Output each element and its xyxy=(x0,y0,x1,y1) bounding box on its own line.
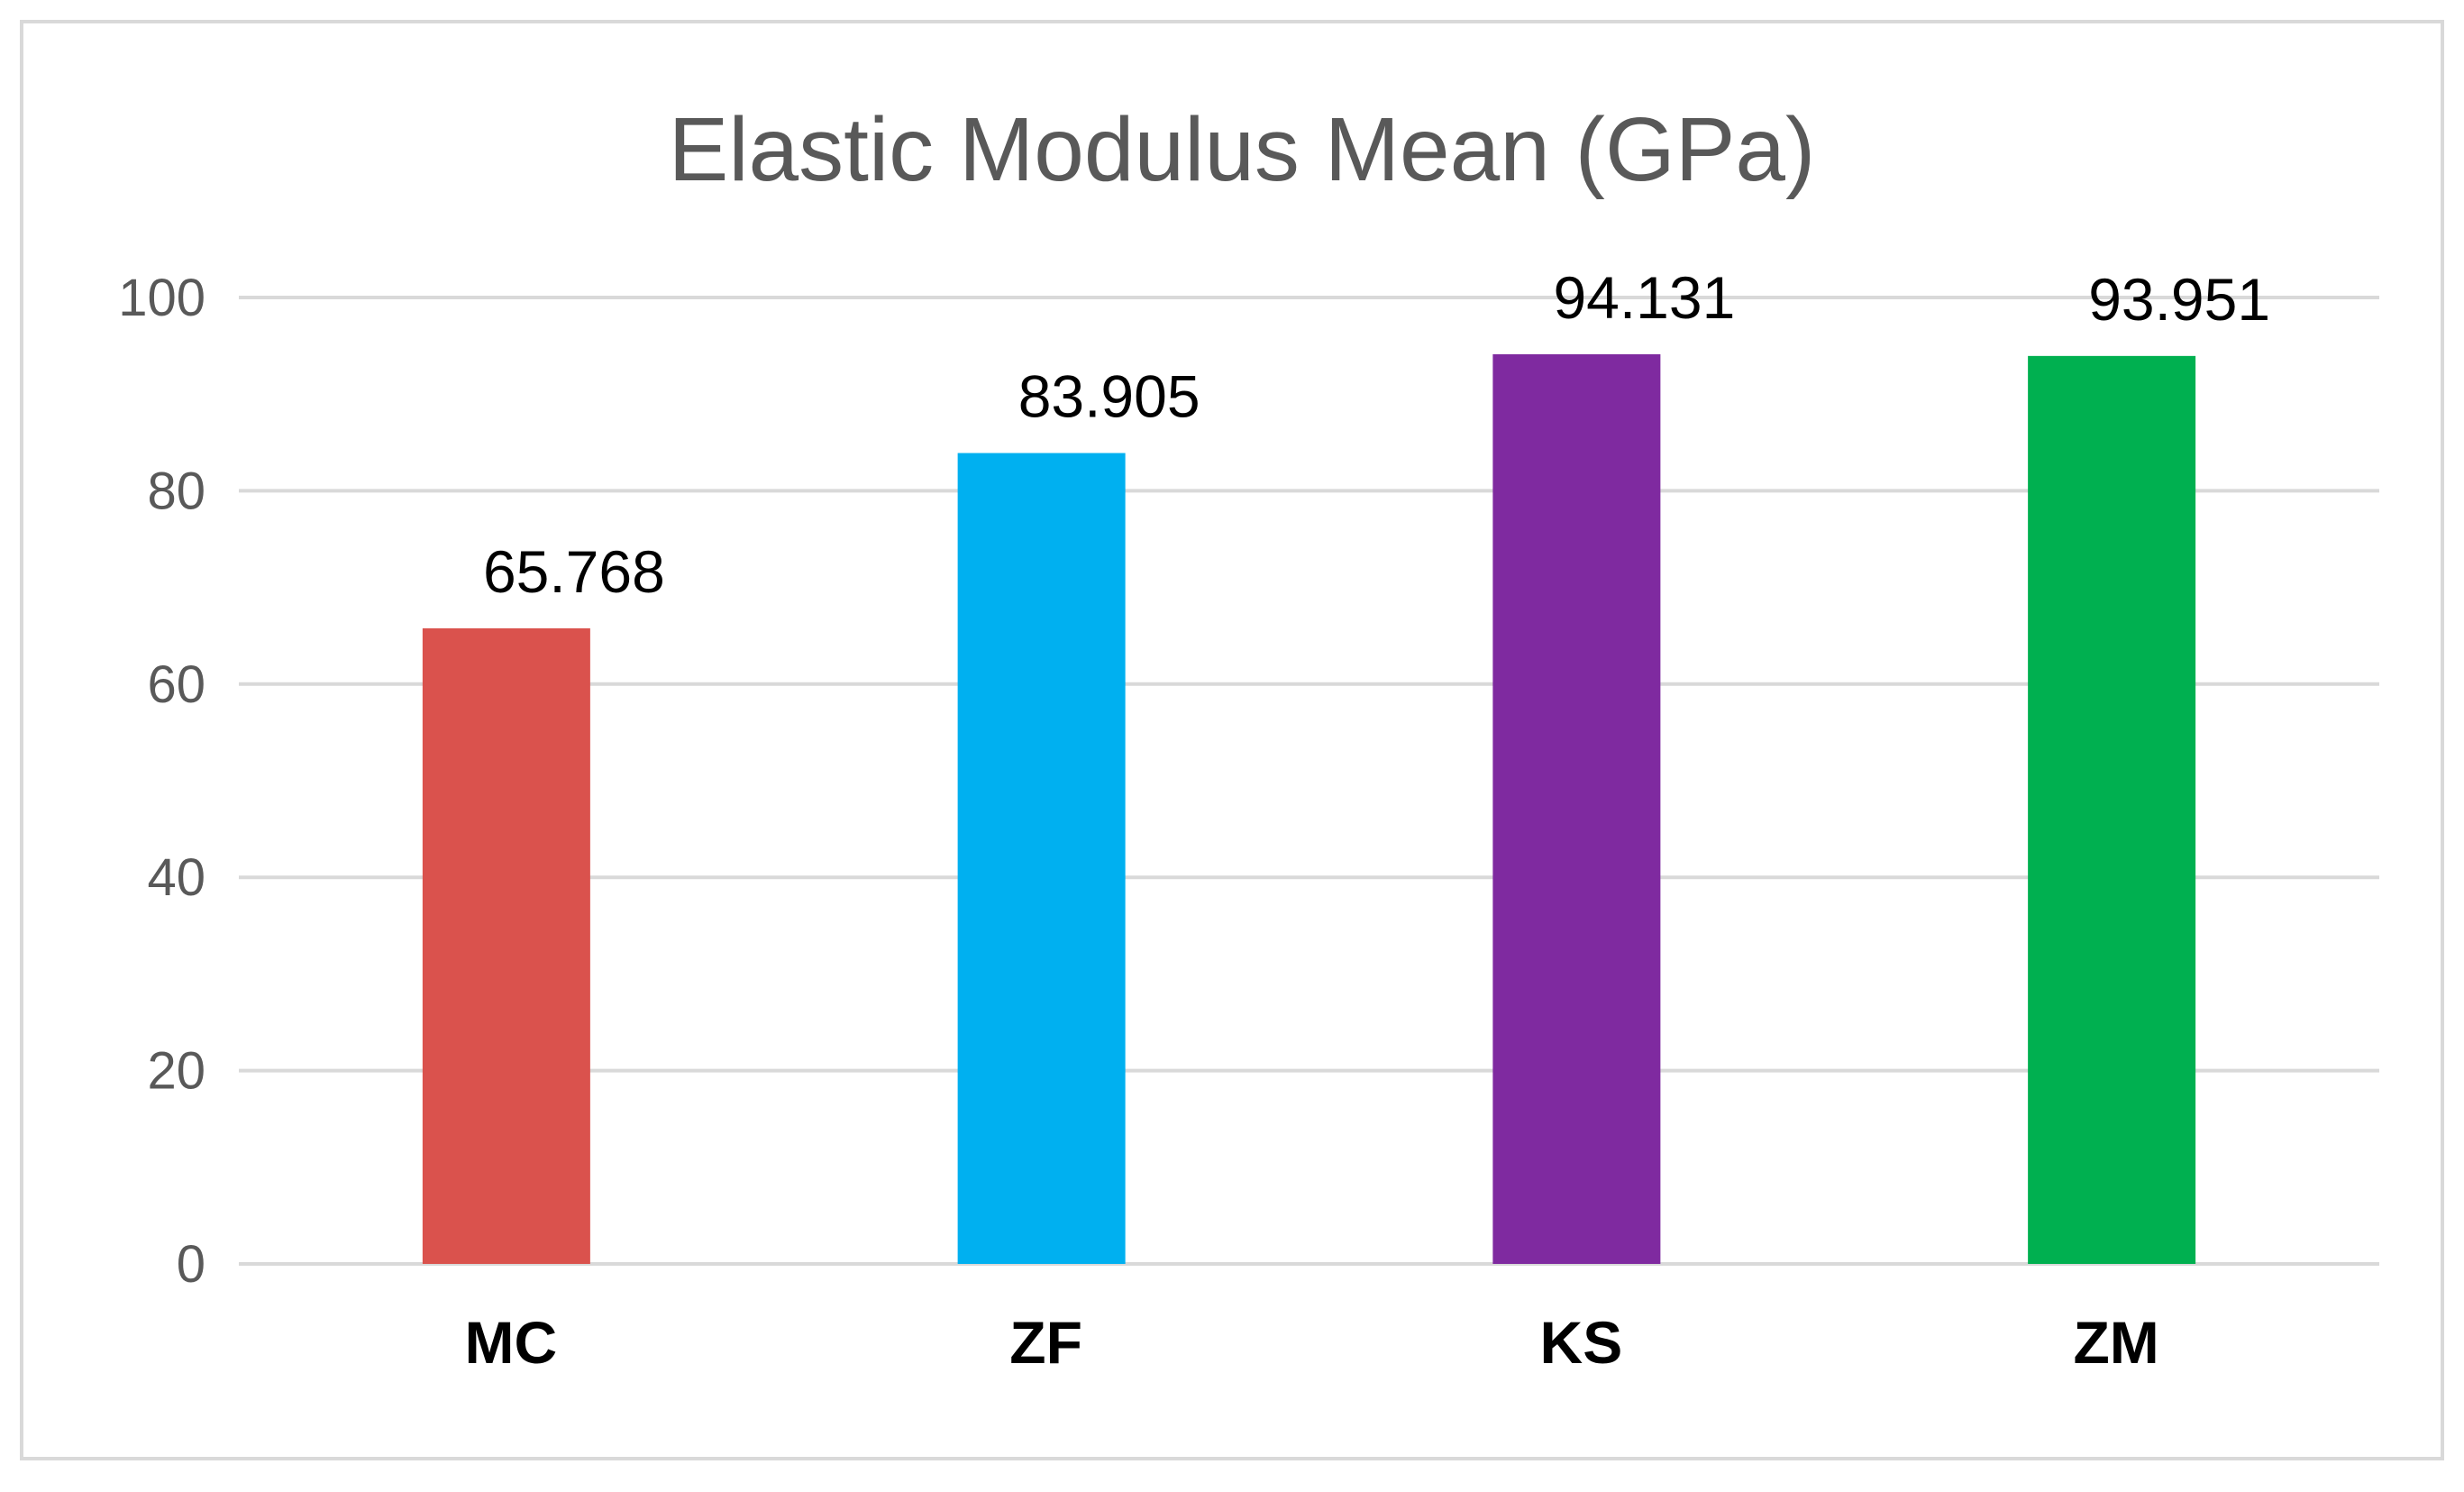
x-axis-ticks: MC ZF KS ZM xyxy=(465,1309,2159,1376)
y-axis-ticks: 0 20 40 60 80 100 xyxy=(118,269,205,1294)
data-labels: 65.768 83.905 94.131 93.951 xyxy=(483,264,2270,605)
y-tick-label: 40 xyxy=(147,848,205,907)
data-label-zm: 93.951 xyxy=(2088,266,2270,333)
x-tick-label-zm: ZM xyxy=(2073,1309,2158,1376)
bar-ks xyxy=(1492,353,1661,1265)
y-tick-label: 0 xyxy=(177,1235,205,1294)
data-label-mc: 65.768 xyxy=(483,538,665,605)
gridlines xyxy=(239,296,2379,1266)
x-tick-label-mc: MC xyxy=(465,1309,558,1376)
y-tick-label: 20 xyxy=(147,1042,205,1101)
bar-mc xyxy=(422,627,590,1264)
data-label-ks: 94.131 xyxy=(1553,264,1735,331)
data-label-zf: 83.905 xyxy=(1018,363,1200,430)
y-tick-label: 80 xyxy=(147,462,205,520)
chart-title: Elastic Modulus Mean (GPa) xyxy=(669,99,1816,200)
x-tick-label-ks: KS xyxy=(1540,1309,1623,1376)
y-tick-label: 60 xyxy=(147,655,205,714)
x-tick-label-zf: ZF xyxy=(1009,1309,1082,1376)
bars xyxy=(422,353,2196,1265)
y-tick-label: 100 xyxy=(118,269,205,327)
bar-zf xyxy=(957,453,1126,1264)
bar-zm xyxy=(2028,355,2196,1264)
